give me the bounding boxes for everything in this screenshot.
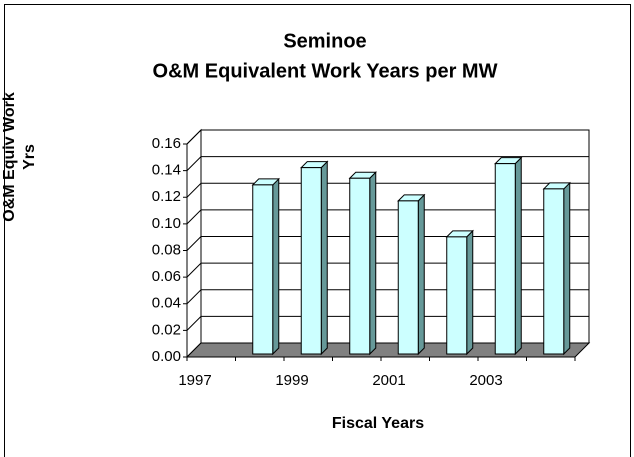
y-tick-label: 0.06 — [152, 268, 181, 285]
bar-front — [397, 200, 419, 355]
y-tick-label: 0.08 — [152, 241, 181, 258]
grid-line — [186, 129, 589, 145]
grid-line — [186, 156, 589, 171]
bar — [397, 193, 426, 356]
y-tick-label: 0.00 — [152, 348, 181, 365]
bar-side — [417, 193, 425, 356]
bar-front — [252, 184, 274, 355]
bar — [300, 160, 329, 356]
y-tick-label: 0.14 — [152, 162, 181, 179]
y-tick-label: 0.04 — [152, 295, 181, 312]
floor — [185, 342, 591, 358]
bar — [348, 171, 377, 356]
y-tick-label: 0.02 — [152, 321, 181, 338]
bar-front — [446, 236, 468, 355]
x-tick-label: 1999 — [275, 372, 308, 389]
bar-side — [514, 156, 522, 356]
bar-front — [349, 177, 371, 355]
bar — [542, 181, 571, 356]
chart-title: Seminoe — [283, 30, 366, 52]
y-tick-label: 0.10 — [152, 215, 181, 232]
bar-side — [563, 181, 571, 356]
x-tick-label: 2003 — [469, 372, 502, 389]
bar-side — [369, 171, 377, 356]
x-tick-label: 1997 — [178, 372, 211, 389]
x-tick-label: 2001 — [372, 372, 405, 389]
bar-front — [543, 188, 565, 355]
x-axis-title: Fiscal Years — [332, 415, 424, 432]
chart-subtitle: O&M Equivalent Work Years per MW — [153, 60, 498, 82]
y-axis-title: O&M Equiv Work Yrs — [1, 92, 38, 222]
bar-front — [300, 167, 322, 355]
y-tick-label: 0.16 — [152, 135, 181, 152]
chart-border — [4, 4, 631, 457]
y-tick-label: 0.12 — [152, 188, 181, 205]
bar-side — [320, 160, 328, 356]
bar — [445, 229, 474, 356]
grid-line — [186, 209, 589, 225]
bar-side — [466, 229, 474, 356]
bar-side — [272, 177, 280, 356]
bar-front — [494, 163, 516, 355]
bar — [251, 177, 280, 356]
bar — [494, 156, 523, 356]
grid-line — [186, 182, 589, 198]
